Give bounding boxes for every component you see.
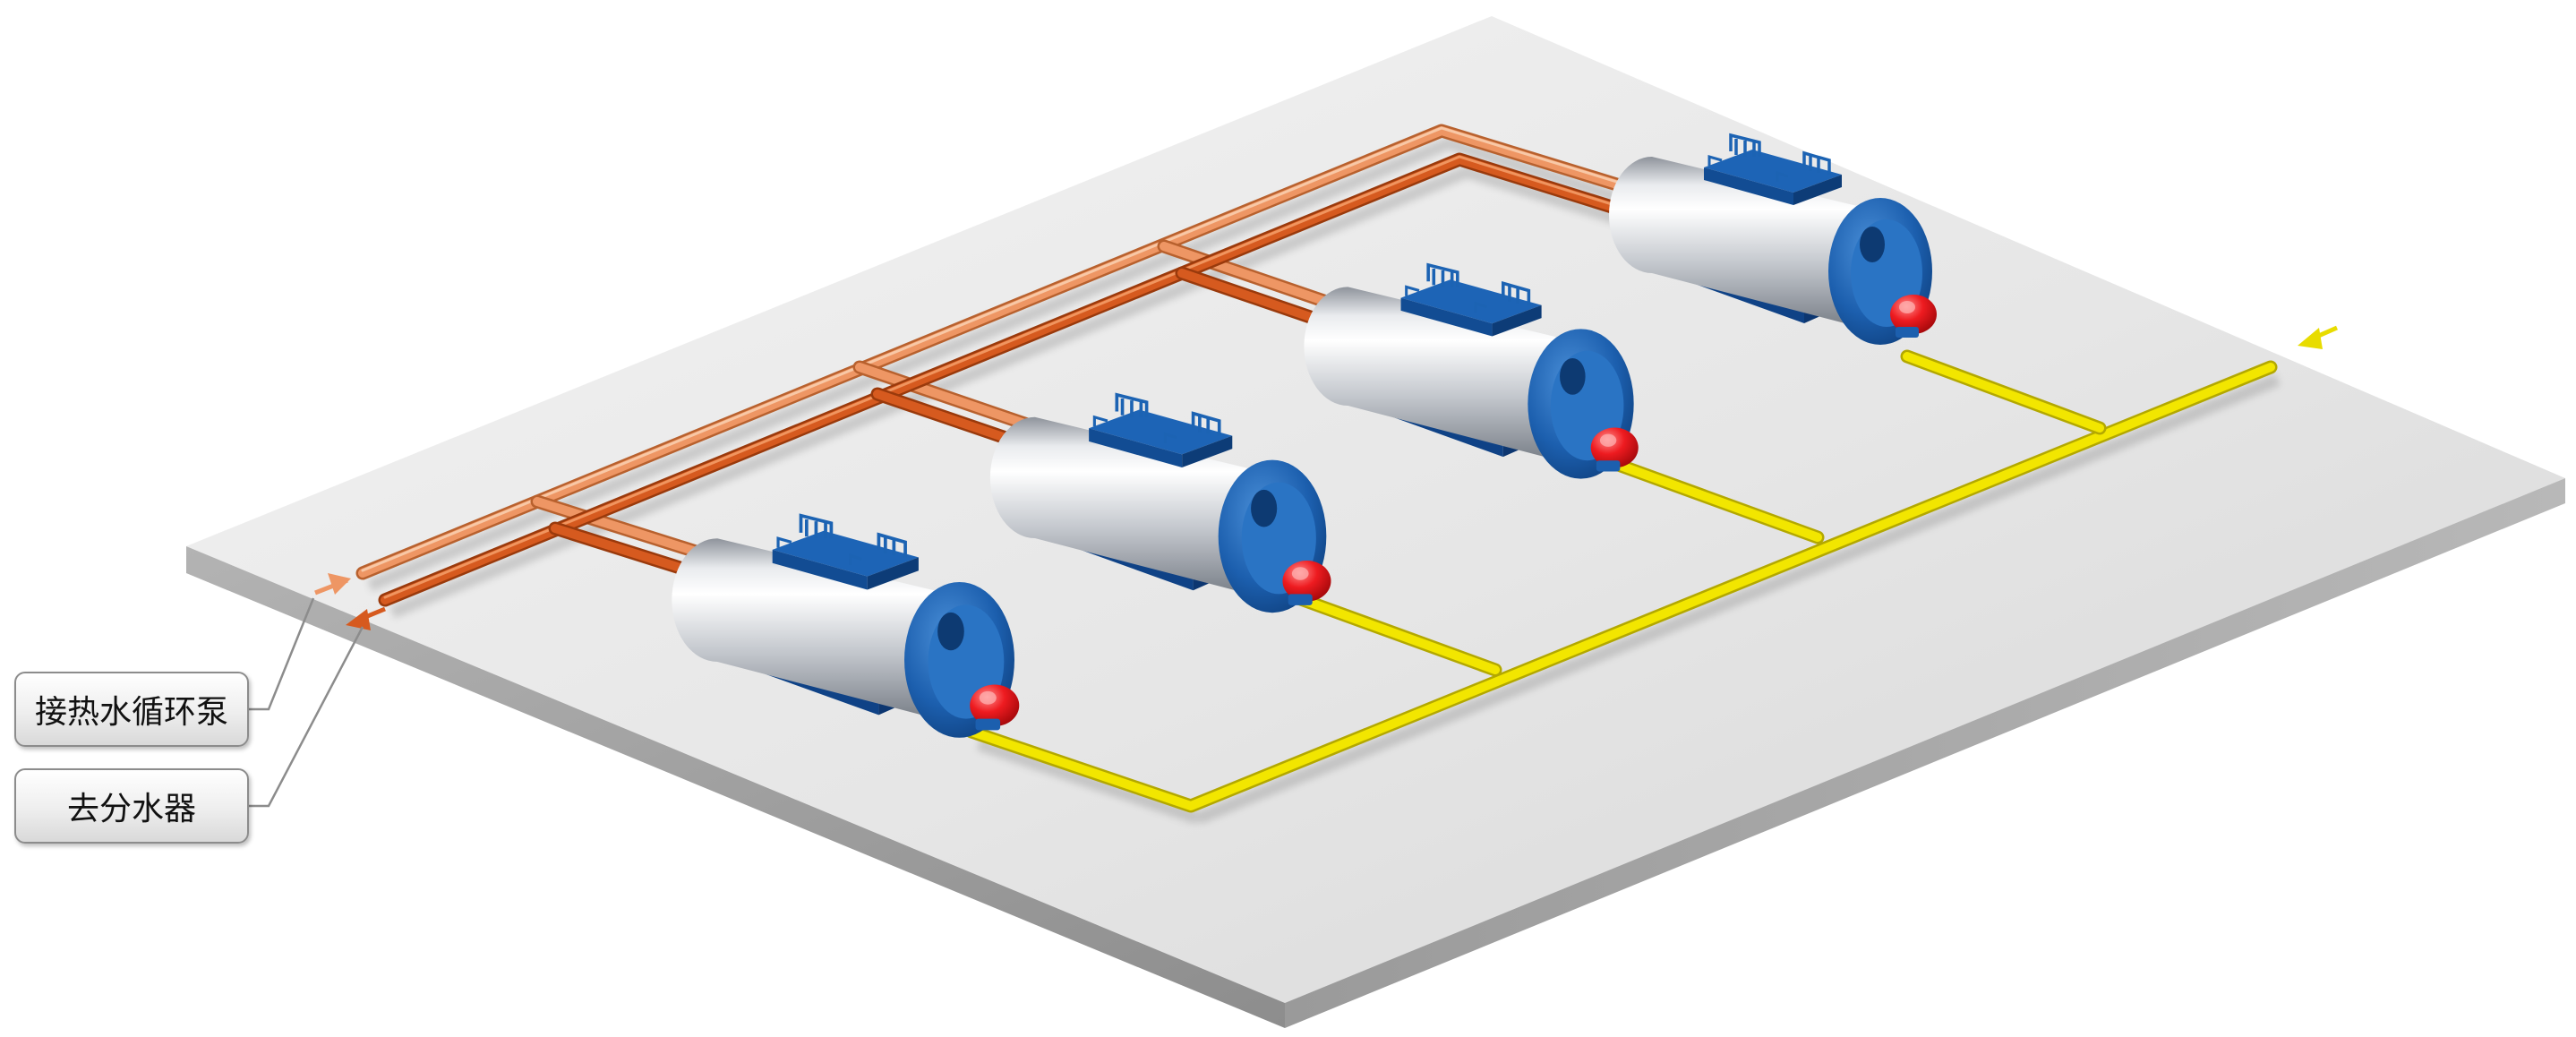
platform-side-left [186, 546, 1285, 1028]
callout-leaders [249, 597, 364, 808]
callout-to-distributor-text: 去分水器 [66, 791, 196, 827]
callout-return-to-pump-text: 接热水循环泵 [34, 694, 228, 731]
gas-pipe [964, 349, 2278, 813]
flow-arrow-icon-return [346, 606, 386, 630]
platform-top [186, 16, 2565, 1003]
callout-return-to-pump: 接热水循环泵 [14, 672, 249, 747]
supply-pipe [355, 124, 1650, 580]
callout-to-distributor: 去分水器 [14, 768, 249, 844]
platform-side-right [1285, 478, 2565, 1028]
platform [186, 16, 2565, 1028]
pipe-shadows [367, 136, 2281, 825]
flow-arrow-icon-supply [314, 573, 351, 596]
flow-arrow-icon-gas [2298, 325, 2339, 349]
